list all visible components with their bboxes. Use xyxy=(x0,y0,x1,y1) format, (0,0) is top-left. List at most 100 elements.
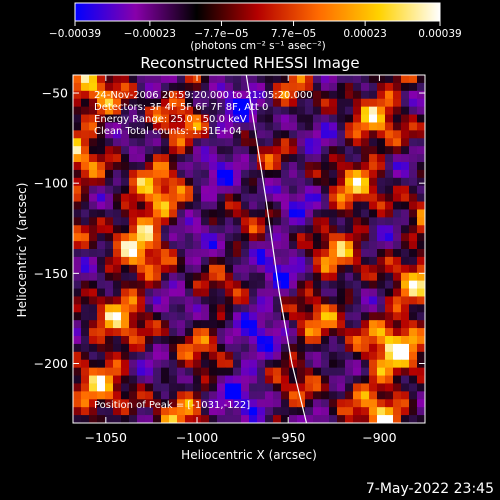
heatmap-cell xyxy=(217,209,226,218)
heatmap-cell xyxy=(329,162,338,171)
heatmap-cell xyxy=(225,375,234,385)
heatmap-cell xyxy=(209,241,218,250)
heatmap-cell xyxy=(401,241,410,250)
heatmap-cell xyxy=(313,351,322,361)
heatmap-cell xyxy=(393,280,402,290)
heatmap-cell xyxy=(313,375,322,385)
heatmap-cell xyxy=(97,336,106,345)
heatmap-cell xyxy=(185,336,194,345)
heatmap-cell xyxy=(121,280,130,290)
heatmap-cell xyxy=(217,82,226,92)
heatmap-cell xyxy=(233,288,242,298)
heatmap-cell xyxy=(273,256,282,266)
heatmap-cell xyxy=(193,217,202,226)
plot-frame xyxy=(72,74,426,424)
heatmap-cell xyxy=(113,241,122,250)
heatmap-cell xyxy=(201,75,210,84)
heatmap-cell xyxy=(97,375,106,385)
heatmap-cell xyxy=(209,138,218,147)
heatmap-cell xyxy=(345,280,354,290)
heatmap-cell xyxy=(417,162,425,171)
heatmap-cell xyxy=(145,146,154,155)
heatmap-cell xyxy=(345,233,354,242)
heatmap-cell xyxy=(289,138,298,147)
heatmap-cell xyxy=(241,399,250,408)
heatmap-cell xyxy=(249,320,258,329)
heatmap-cell xyxy=(369,169,378,179)
heatmap-cell xyxy=(241,209,250,218)
heatmap-cell xyxy=(265,272,274,282)
heatmap-cell xyxy=(353,114,362,124)
heatmap-cell xyxy=(169,82,178,92)
heatmap-cell xyxy=(153,296,162,305)
heatmap-cell xyxy=(161,249,170,258)
heatmap-cell xyxy=(385,169,394,179)
heatmap-cell xyxy=(241,130,250,139)
heatmap-cell xyxy=(337,336,346,345)
heatmap-cell xyxy=(337,296,346,305)
heatmap-cell xyxy=(97,256,106,266)
heatmap-cell xyxy=(353,343,362,353)
heatmap-cell xyxy=(345,177,354,187)
heatmap-cell xyxy=(297,407,306,416)
heatmap-cell xyxy=(225,225,234,234)
heatmap-cell xyxy=(113,320,122,329)
heatmap-cell xyxy=(401,288,410,298)
heatmap-cell xyxy=(361,82,370,92)
heatmap-cell xyxy=(177,280,186,290)
heatmap-cell xyxy=(393,241,402,250)
heatmap-cell xyxy=(353,383,362,392)
heatmap-cell xyxy=(369,328,378,337)
heatmap-cell xyxy=(73,82,82,92)
heatmap-cell xyxy=(153,336,162,345)
heatmap-cell xyxy=(145,130,154,139)
heatmap-cell xyxy=(97,391,106,400)
heatmap-cell xyxy=(137,75,146,84)
heatmap-cell xyxy=(305,82,314,92)
heatmap-cell xyxy=(73,288,82,298)
heatmap-cell xyxy=(81,399,90,408)
heatmap-cell xyxy=(177,98,186,108)
heatmap-cell xyxy=(169,177,178,187)
x-tick-label: −950 xyxy=(271,430,305,445)
heatmap-cell xyxy=(73,138,82,147)
heatmap-cell xyxy=(337,82,346,92)
heatmap-cell xyxy=(73,209,82,218)
heatmap-cell xyxy=(73,343,82,353)
heatmap-cell xyxy=(249,225,258,234)
heatmap-cell xyxy=(249,193,258,203)
heatmap-cell xyxy=(289,375,298,385)
heatmap-cell xyxy=(249,415,258,423)
heatmap-cell xyxy=(401,407,410,416)
heatmap-cell xyxy=(409,193,418,203)
heatmap-cell xyxy=(417,98,425,108)
heatmap-cell xyxy=(217,359,226,369)
heatmap-cell xyxy=(257,336,266,345)
heatmap-cell xyxy=(81,288,90,298)
heatmap-cell xyxy=(345,169,354,179)
heatmap-cell xyxy=(257,90,266,100)
heatmap-cell xyxy=(113,130,122,139)
heatmap-cell xyxy=(273,351,282,361)
heatmap-cell xyxy=(241,351,250,361)
heatmap-cell xyxy=(209,351,218,361)
heatmap-cell xyxy=(89,146,98,155)
heatmap-cell xyxy=(417,304,425,313)
heatmap-cell xyxy=(177,399,186,408)
heatmap-cell xyxy=(241,225,250,234)
heatmap-cell xyxy=(281,288,290,298)
heatmap-cell xyxy=(345,336,354,345)
heatmap-cell xyxy=(145,256,154,266)
heatmap-cell xyxy=(385,193,394,203)
heatmap-cell xyxy=(105,375,114,385)
heatmap-cell xyxy=(201,209,210,218)
heatmap-cell xyxy=(97,249,106,258)
heatmap-cell xyxy=(401,375,410,385)
heatmap-cell xyxy=(401,367,410,377)
heatmap-cell xyxy=(233,367,242,377)
heatmap-cell xyxy=(97,177,106,187)
heatmap-cell xyxy=(81,177,90,187)
heatmap-cell xyxy=(73,90,82,100)
heatmap-cell xyxy=(137,122,146,131)
heatmap-cell xyxy=(137,114,146,124)
